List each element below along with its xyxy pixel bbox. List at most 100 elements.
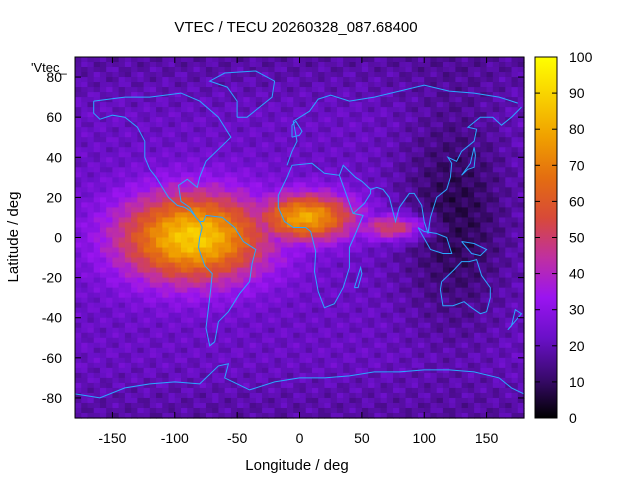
heatmap-cell	[368, 332, 375, 339]
heatmap-cell	[424, 252, 432, 259]
heatmap-cell	[461, 72, 469, 78]
heatmap-cell	[374, 207, 382, 214]
heatmap-cell	[517, 317, 525, 324]
heatmap-cell	[149, 402, 157, 409]
heatmap-cell	[467, 197, 475, 203]
heatmap-cell	[193, 87, 201, 93]
heatmap-cell	[299, 157, 307, 163]
heatmap-cell	[162, 372, 170, 379]
heatmap-cell	[305, 307, 313, 314]
heatmap-cell	[305, 192, 313, 198]
heatmap-cell	[137, 132, 145, 138]
heatmap-cell	[262, 357, 269, 364]
heatmap-cell	[461, 142, 469, 148]
heatmap-cell	[205, 97, 213, 103]
heatmap-cell	[75, 202, 82, 209]
heatmap-cell	[87, 397, 95, 404]
heatmap-cell	[417, 162, 425, 168]
heatmap-cell	[181, 77, 188, 83]
heatmap-cell	[93, 77, 101, 83]
heatmap-cell	[368, 207, 375, 214]
heatmap-cell	[380, 247, 388, 254]
heatmap-cell	[455, 232, 463, 239]
heatmap-cell	[118, 137, 126, 143]
heatmap-cell	[349, 207, 357, 214]
heatmap-cell	[243, 197, 251, 203]
heatmap-cell	[436, 242, 444, 249]
heatmap-cell	[505, 342, 513, 349]
heatmap-cell	[137, 102, 145, 108]
heatmap-cell	[193, 77, 201, 83]
heatmap-cell	[212, 277, 220, 284]
heatmap-cell	[399, 332, 407, 339]
heatmap-cell	[143, 62, 151, 68]
heatmap-cell	[361, 262, 369, 269]
heatmap-cell	[168, 317, 176, 324]
heatmap-cell	[274, 277, 282, 284]
heatmap-cell	[268, 347, 276, 354]
heatmap-cell	[81, 137, 89, 143]
heatmap-cell	[243, 237, 251, 244]
heatmap-cell	[287, 87, 294, 93]
heatmap-cell	[174, 377, 182, 384]
heatmap-cell	[349, 142, 357, 148]
heatmap-cell	[193, 252, 201, 259]
heatmap-cell	[75, 157, 82, 163]
heatmap-cell	[181, 182, 188, 188]
heatmap-cell	[249, 227, 257, 234]
heatmap-cell	[330, 137, 338, 143]
heatmap-cell	[461, 377, 469, 384]
heatmap-cell	[424, 352, 432, 359]
heatmap-cell	[193, 397, 201, 404]
heatmap-cell	[199, 282, 207, 289]
heatmap-cell	[156, 362, 163, 369]
heatmap-cell	[505, 167, 513, 173]
heatmap-cell	[124, 62, 132, 68]
heatmap-cell	[81, 212, 89, 219]
heatmap-cell	[305, 242, 313, 249]
heatmap-cell	[349, 387, 357, 394]
heatmap-cell	[486, 187, 494, 193]
heatmap-cell	[143, 197, 151, 203]
heatmap-cell	[193, 227, 201, 234]
heatmap-cell	[162, 57, 170, 63]
heatmap-cell	[131, 367, 138, 374]
heatmap-cell	[343, 362, 350, 369]
heatmap-cell	[480, 292, 488, 299]
heatmap-cell	[386, 302, 394, 309]
heatmap-cell	[311, 77, 319, 83]
heatmap-cell	[212, 372, 220, 379]
heatmap-cell	[318, 202, 326, 209]
heatmap-cell	[499, 117, 506, 123]
heatmap-cell	[511, 247, 519, 254]
heatmap-cell	[505, 147, 513, 153]
heatmap-cell	[255, 177, 263, 183]
heatmap-cell	[187, 267, 195, 274]
heatmap-cell	[187, 147, 195, 153]
heatmap-cell	[168, 332, 176, 339]
heatmap-cell	[243, 227, 251, 234]
heatmap-cell	[81, 202, 89, 209]
heatmap-cell	[237, 267, 244, 274]
heatmap-cell	[274, 72, 282, 78]
heatmap-cell	[280, 287, 288, 294]
heatmap-cell	[330, 207, 338, 214]
heatmap-cell	[355, 177, 363, 183]
heatmap-cell	[181, 102, 188, 108]
heatmap-cell	[480, 67, 488, 73]
heatmap-cell	[187, 112, 195, 118]
heatmap-cell	[467, 147, 475, 153]
heatmap-cell	[243, 382, 251, 389]
heatmap-cell	[137, 297, 145, 304]
heatmap-cell	[430, 122, 438, 128]
heatmap-cell	[424, 127, 432, 133]
heatmap-cell	[417, 132, 425, 138]
heatmap-cell	[455, 312, 463, 319]
heatmap-cell	[156, 367, 163, 374]
heatmap-cell	[293, 377, 301, 384]
heatmap-cell	[449, 67, 457, 73]
heatmap-cell	[224, 182, 232, 188]
heatmap-cell	[112, 372, 120, 379]
heatmap-cell	[474, 277, 481, 284]
heatmap-cell	[212, 192, 220, 198]
